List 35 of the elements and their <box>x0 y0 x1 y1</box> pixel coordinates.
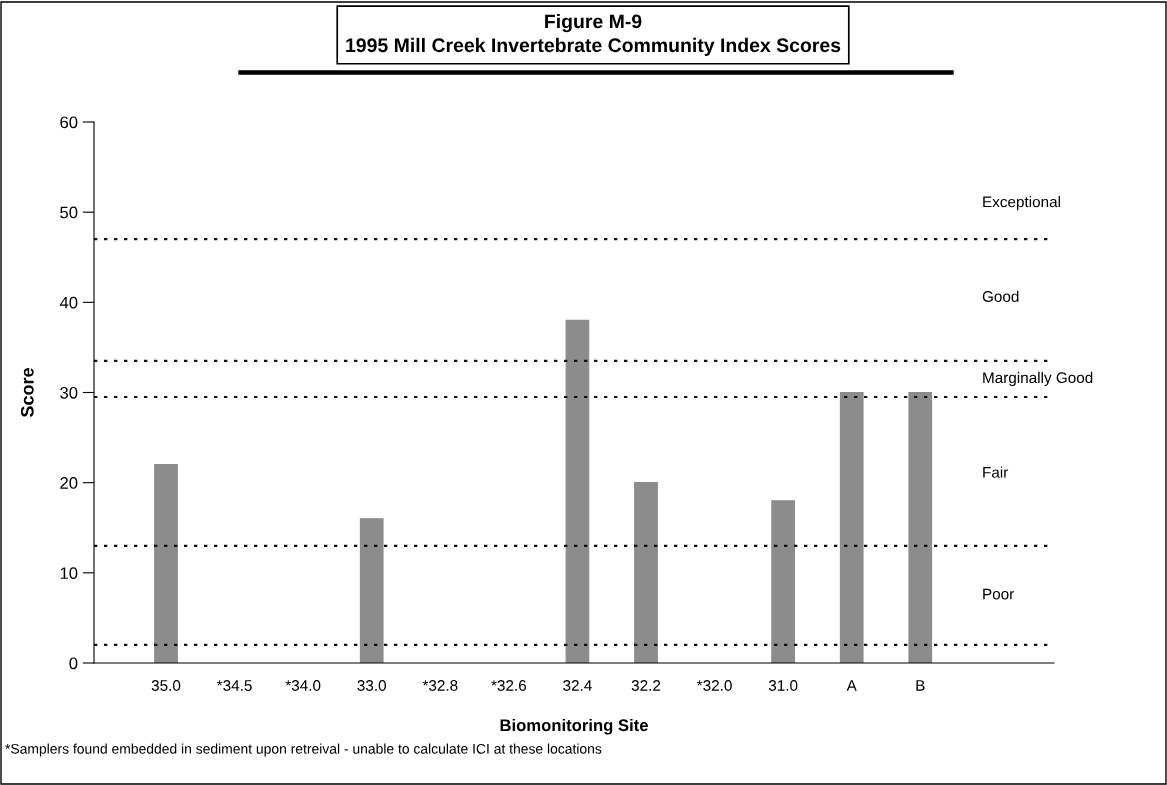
x-tick-label: *32.6 <box>491 680 527 691</box>
x-tick-label: *34.5 <box>216 680 252 691</box>
x-tick-label: *32.0 <box>696 680 732 691</box>
x-tick-label: 31.0 <box>768 680 798 691</box>
bar <box>565 319 590 663</box>
bar <box>839 391 864 663</box>
text: *Samplers found embedded in sediment upon retreival - unable to calculate ICI at these locations <box>5 743 602 757</box>
x-tick-label: 32.4 <box>563 680 592 691</box>
text: Fair <box>983 466 1009 478</box>
text: Exceptional <box>983 196 1060 211</box>
x-tick-label: A <box>846 680 857 691</box>
y-tick-label: 50 <box>60 206 78 219</box>
text: Good <box>982 290 1019 302</box>
bar <box>771 500 796 663</box>
y-tick-label: 0 <box>69 657 78 670</box>
x-tick-label: 35.0 <box>151 680 181 691</box>
y-tick-label: 20 <box>60 477 78 489</box>
bar <box>359 518 384 663</box>
bar <box>154 464 178 663</box>
text: Marginally Good <box>983 371 1093 387</box>
y-tick-label: 40 <box>59 296 78 309</box>
bar <box>634 482 658 663</box>
y-tick-label: 60 <box>60 116 78 129</box>
bar <box>908 391 933 663</box>
chart-title: Figure M-9 1995 Mill Creek Invertebrate Community Index Scores <box>346 14 841 56</box>
x-tick-label: 33.0 <box>357 680 386 691</box>
x-axis-title: Biomonitoring Site <box>500 718 648 735</box>
x-tick-label: *34.0 <box>285 680 321 691</box>
y-axis-title: Score <box>20 368 34 418</box>
y-tick-label: 10 <box>60 567 78 580</box>
x-tick-label: 32.2 <box>631 680 661 691</box>
x-tick-label: *32.8 <box>422 680 458 691</box>
x-tick-label: B <box>916 680 925 691</box>
y-tick-label: 30 <box>60 386 78 399</box>
text: Poor <box>983 588 1015 600</box>
